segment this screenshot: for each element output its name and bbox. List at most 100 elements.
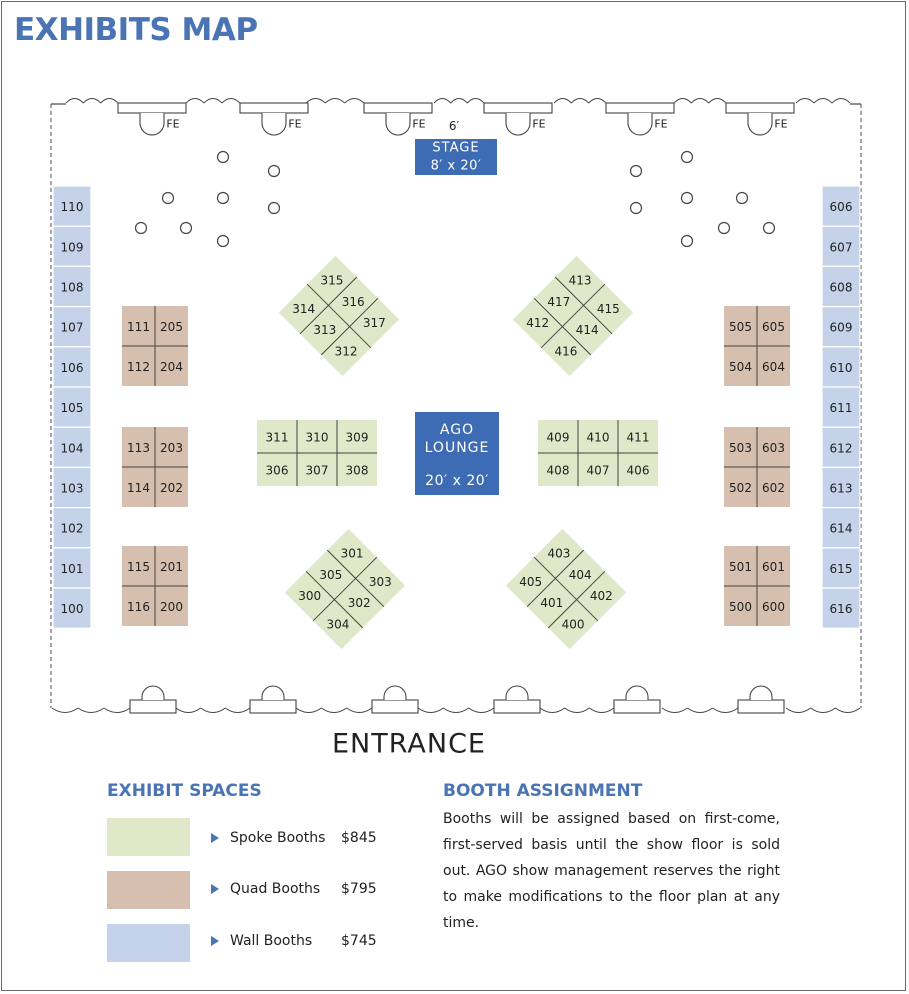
round-table [216, 150, 230, 164]
booth-number: 603 [762, 441, 785, 455]
booth-number: 205 [160, 320, 183, 334]
round-table [680, 234, 694, 248]
booth-number: 613 [830, 482, 853, 496]
round-table [762, 221, 776, 235]
booth-number: 201 [160, 560, 183, 574]
booth-number: 405 [519, 575, 542, 589]
round-table [717, 221, 731, 235]
booth-number: 104 [61, 441, 84, 455]
booth-number: 407 [587, 464, 610, 478]
booth-number: 503 [729, 441, 752, 455]
fire-extinguisher-niche [261, 113, 287, 136]
page-title: EXHIBITS MAP [14, 12, 258, 48]
booth-number: 610 [830, 361, 853, 375]
wall-doorway [483, 102, 553, 114]
booth-number: 415 [597, 302, 620, 316]
wall-booth [821, 547, 861, 589]
lounge-title: AGO [440, 422, 474, 438]
round-table [267, 201, 281, 215]
booth-number: 303 [369, 575, 392, 589]
wall-scallop [175, 707, 251, 713]
booth-number: 315 [320, 274, 343, 288]
booth-divider [554, 276, 613, 335]
booth-number: 412 [526, 316, 549, 330]
stage-size: 8′ x 20′ [431, 159, 482, 174]
booth-divider [526, 549, 585, 608]
round-table [629, 164, 643, 178]
wall-booth [821, 426, 861, 469]
fire-extinguisher-niche [505, 113, 531, 136]
booth-number: 501 [729, 560, 752, 574]
entrance-doorway [371, 699, 419, 714]
round-table [735, 191, 749, 205]
booth-number: 403 [547, 547, 570, 561]
round-table [629, 201, 643, 215]
fe-label: FE [774, 118, 787, 131]
wall-scallop [553, 98, 607, 104]
booth-number: 607 [830, 240, 853, 254]
wall-booth [52, 466, 92, 509]
wall-swatch [107, 924, 190, 962]
booth-number: 606 [830, 200, 853, 214]
quad-swatch [107, 871, 190, 909]
booth-number: 409 [547, 431, 570, 445]
booth-number: 202 [160, 481, 183, 495]
legend-price-wall: $745 [341, 933, 377, 949]
booth-number: 600 [762, 600, 785, 614]
booth-number: 109 [61, 240, 84, 254]
booth-number: 614 [830, 522, 853, 536]
spoke-booth-diamond: 403 404 402 405 401 400 [505, 528, 627, 650]
fire-extinguisher-niche [139, 113, 165, 136]
fe-label: FE [166, 118, 179, 131]
booth-number: 406 [627, 464, 650, 478]
wall-booth [52, 426, 92, 469]
spoke-booth-diamond: 315 316 317 314 313 312 [278, 255, 400, 377]
booth-divider [306, 283, 372, 349]
wall-doorway [725, 102, 795, 114]
door-swing [141, 685, 165, 700]
booth-number: 103 [61, 482, 84, 496]
round-table [267, 164, 281, 178]
booth-number: 300 [298, 589, 321, 603]
booth-number: 602 [762, 481, 785, 495]
booth-number: 306 [266, 464, 289, 478]
round-table [680, 191, 694, 205]
lounge-size: 20′ x 20′ [425, 473, 489, 489]
booth-number: 604 [762, 360, 785, 374]
booth-number: 107 [61, 321, 84, 335]
legend-label-spoke: Spoke Booths [230, 830, 326, 846]
booth-number: 108 [61, 281, 84, 295]
fire-extinguisher-niche [627, 113, 653, 136]
assignment-heading: BOOTH ASSIGNMENT [443, 781, 643, 801]
tables-layer [134, 150, 776, 248]
booth-number: 314 [292, 302, 315, 316]
booth-number: 608 [830, 281, 853, 295]
booth-number: 616 [830, 602, 853, 616]
legend-price-spoke: $845 [341, 830, 377, 846]
booth-number: 309 [346, 431, 369, 445]
wall-scallop [51, 707, 131, 713]
wall-booth [52, 587, 92, 629]
booth-number: 301 [341, 547, 364, 561]
booth-number: 615 [830, 562, 853, 576]
booth-number: 105 [61, 401, 84, 415]
fe-label: FE [412, 118, 425, 131]
entrance-doorway [613, 699, 661, 714]
booth-number: 417 [547, 295, 570, 309]
fe-label: FE [532, 118, 545, 131]
booth-number: 312 [335, 344, 358, 358]
wall-scallop [417, 707, 495, 713]
booth-number: 102 [61, 522, 84, 536]
round-table [134, 221, 148, 235]
wall-booth [821, 386, 861, 428]
wall-scallop [673, 98, 727, 104]
door-swing [261, 685, 285, 700]
wall-booth [52, 306, 92, 348]
door-swing [749, 685, 773, 700]
booth-number: 112 [127, 360, 150, 374]
booth-number: 611 [830, 401, 853, 415]
round-table [179, 221, 193, 235]
entrance-doorway [129, 699, 177, 714]
booth-divider [320, 297, 379, 356]
